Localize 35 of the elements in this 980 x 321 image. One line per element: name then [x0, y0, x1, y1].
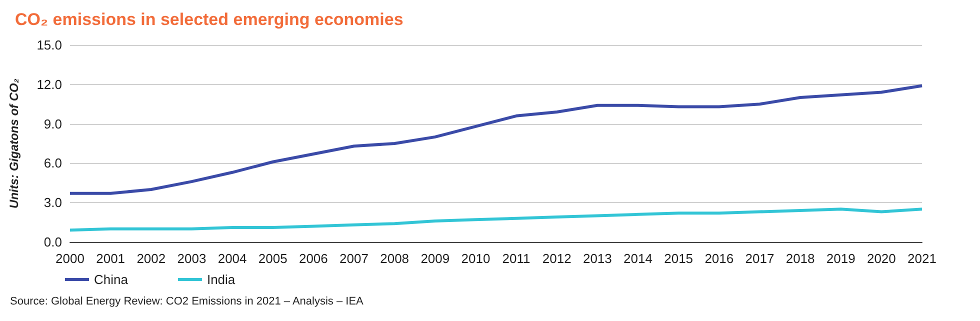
x-tick-label: 2002: [136, 251, 166, 266]
x-tick-label: 2013: [582, 251, 612, 266]
x-tick-label: 2017: [745, 251, 774, 266]
x-tick-label: 2008: [380, 251, 410, 266]
y-tick-label: 9.0: [44, 116, 62, 132]
x-tick-label: 2016: [704, 251, 734, 266]
x-tick-label: 2000: [56, 251, 84, 266]
y-tick-label: 0.0: [44, 234, 62, 250]
x-tick-label: 2003: [177, 251, 206, 266]
chart-title: CO₂ emissions in selected emerging economies: [15, 10, 404, 29]
x-tick-label: 2007: [340, 251, 368, 266]
line-series: [68, 84, 924, 195]
x-tick-label: 2012: [542, 251, 572, 266]
x-tick-label: 2020: [866, 251, 896, 266]
source-note: Source: Global Energy Review: CO2 Emissions in 2021 – Analysis – IEA: [10, 296, 364, 308]
x-tick-label: 2021: [908, 251, 936, 266]
line-series: [68, 208, 924, 232]
x-tick-label: 2018: [786, 251, 815, 266]
x-tick-label: 2001: [96, 251, 126, 266]
y-tick-label: 6.0: [44, 156, 62, 171]
y-axis-title: Units: Gigatons of CO₂: [7, 78, 21, 208]
x-tick-label: 2011: [502, 251, 530, 266]
x-tick-label: 2009: [420, 251, 450, 266]
x-tick-label: 2005: [258, 251, 288, 266]
x-tick-label: 2006: [298, 251, 328, 266]
x-tick-label: 2004: [218, 251, 247, 266]
x-tick-label: 2015: [664, 251, 694, 266]
x-tick-label: 2010: [461, 251, 490, 266]
x-tick-label: 2014: [624, 251, 652, 266]
y-tick-label: 15.0: [36, 38, 62, 52]
y-tick-label: 12.0: [36, 76, 62, 92]
x-tick-label: 2019: [826, 251, 856, 266]
legend-label: India: [206, 272, 236, 287]
y-tick-label: 3.0: [44, 195, 62, 210]
legend-label: China: [94, 272, 129, 287]
